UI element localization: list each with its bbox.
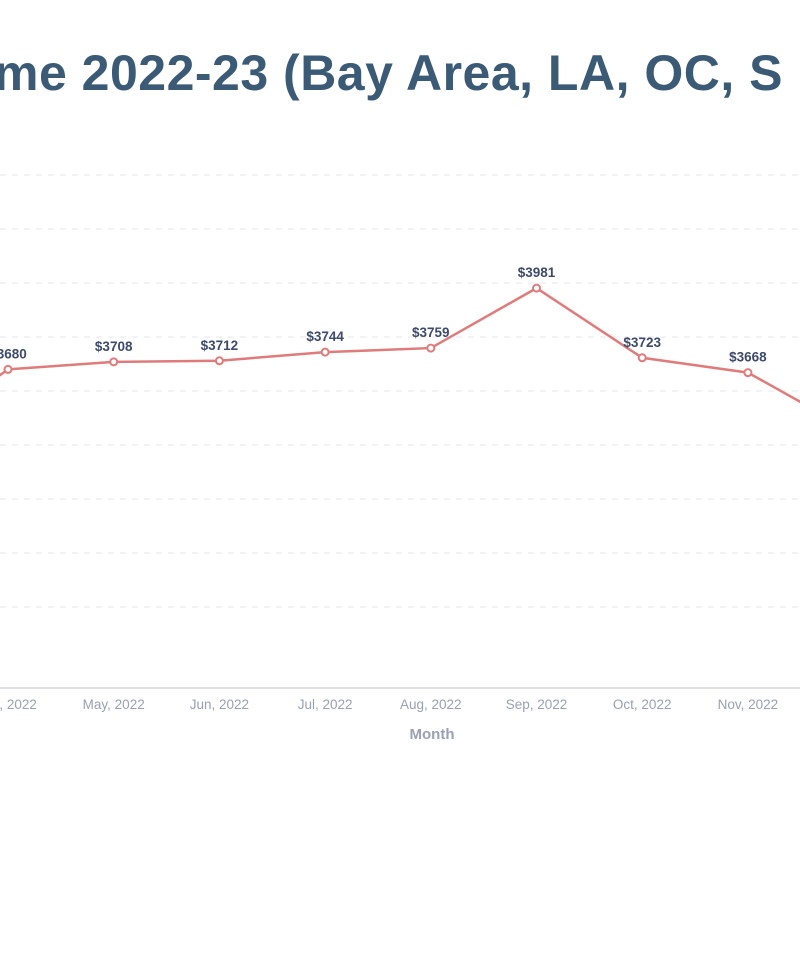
x-tick-label: May, 2022 <box>83 697 145 712</box>
data-points <box>3 283 753 378</box>
gridlines <box>0 174 800 608</box>
x-tick-label: Aug, 2022 <box>400 697 462 712</box>
data-label: $3981 <box>518 265 556 280</box>
data-point[interactable] <box>109 357 119 367</box>
x-tick-label: Nov, 2022 <box>718 697 779 712</box>
x-tick-label: Jun, 2022 <box>190 697 249 712</box>
x-tick-label: Apr, 2022 <box>0 697 37 712</box>
data-point[interactable] <box>214 356 224 366</box>
data-point[interactable] <box>426 343 436 353</box>
data-point[interactable] <box>320 347 330 357</box>
data-label: $3668 <box>729 350 767 365</box>
data-label: $3712 <box>201 338 239 353</box>
data-point[interactable] <box>3 364 13 374</box>
data-label: $3744 <box>306 329 344 344</box>
x-tick-label: Jul, 2022 <box>298 697 353 712</box>
chart-title: me 2022-23 (Bay Area, LA, OC, S <box>0 45 783 101</box>
series-line <box>0 286 800 404</box>
data-label: $3680 <box>0 346 27 361</box>
x-axis-label: Month <box>410 726 455 743</box>
data-point[interactable] <box>743 368 753 378</box>
data-labels: $3680 $3708 $3712 $3744 $3759 $3981 $3723 $3668 <box>0 265 767 365</box>
x-tick-label: Sep, 2022 <box>506 697 568 712</box>
data-label: $3759 <box>412 325 450 340</box>
data-label: $3708 <box>95 339 133 354</box>
data-point[interactable] <box>532 283 541 293</box>
data-point[interactable] <box>637 353 647 363</box>
data-label: $3723 <box>623 335 661 350</box>
x-tick-label: Oct, 2022 <box>613 697 672 712</box>
